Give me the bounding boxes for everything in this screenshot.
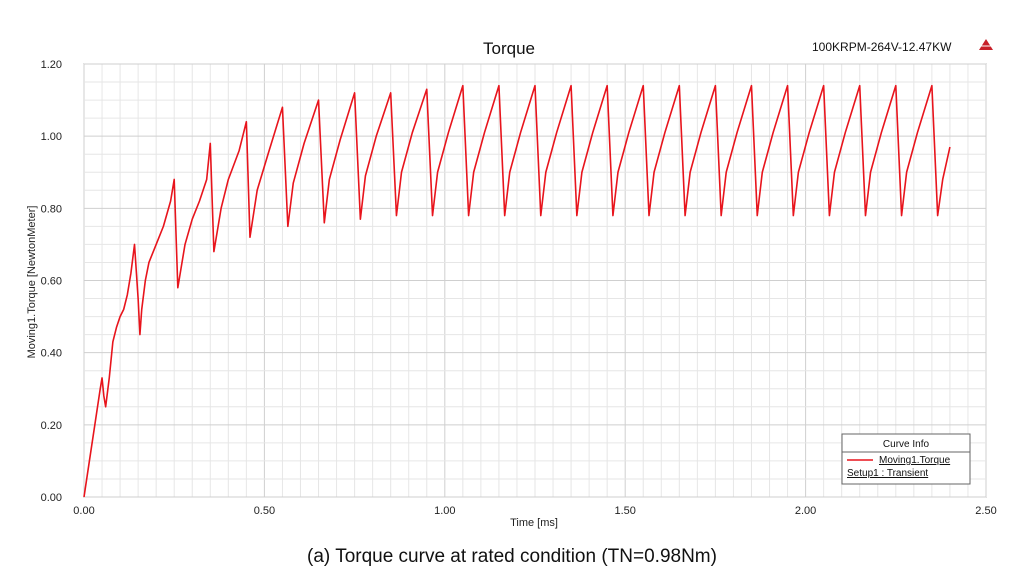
x-tick-label: 0.00 — [73, 505, 94, 517]
figure-caption: (a) Torque curve at rated condition (TN=… — [307, 546, 717, 567]
y-tick-label: 1.20 — [41, 59, 62, 71]
x-tick-label: 2.50 — [975, 505, 996, 517]
x-tick-label: 2.00 — [795, 505, 816, 517]
legend-title: Curve Info — [883, 439, 930, 450]
y-tick-label: 0.00 — [41, 492, 62, 504]
y-tick-label: 0.80 — [41, 203, 62, 215]
grid — [83, 63, 987, 498]
chart-title: Torque — [483, 39, 535, 58]
y-axis-label: Moving1.Torque [NewtonMeter] — [26, 206, 38, 359]
tick-labels: 0.00 0.50 1.00 1.50 2.00 2.50 0.00 0.20 0.40 0.60… — [41, 59, 997, 517]
y-tick-label: 1.00 — [41, 131, 62, 143]
x-tick-label: 0.50 — [254, 505, 275, 517]
legend-entry-series: Moving1.Torque — [879, 455, 951, 466]
x-tick-label: 1.00 — [434, 505, 455, 517]
ansoft-logo — [979, 39, 993, 50]
ansoft-logo-icon — [979, 39, 993, 50]
x-axis-label: Time [ms] — [510, 517, 558, 529]
legend-box: Curve Info Moving1.Torque Setup1 : Trans… — [841, 433, 971, 485]
y-tick-label: 0.60 — [41, 276, 62, 288]
y-tick-label: 0.20 — [41, 420, 62, 432]
legend-entry-setup: Setup1 : Transient — [847, 468, 928, 479]
design-label: 100KRPM-264V-12.47KW — [812, 40, 952, 54]
legend-frame — [841, 433, 971, 485]
series-line-moving1-torque — [83, 84, 951, 498]
y-tick-label: 0.40 — [41, 348, 62, 360]
x-tick-label: 1.50 — [614, 505, 635, 517]
